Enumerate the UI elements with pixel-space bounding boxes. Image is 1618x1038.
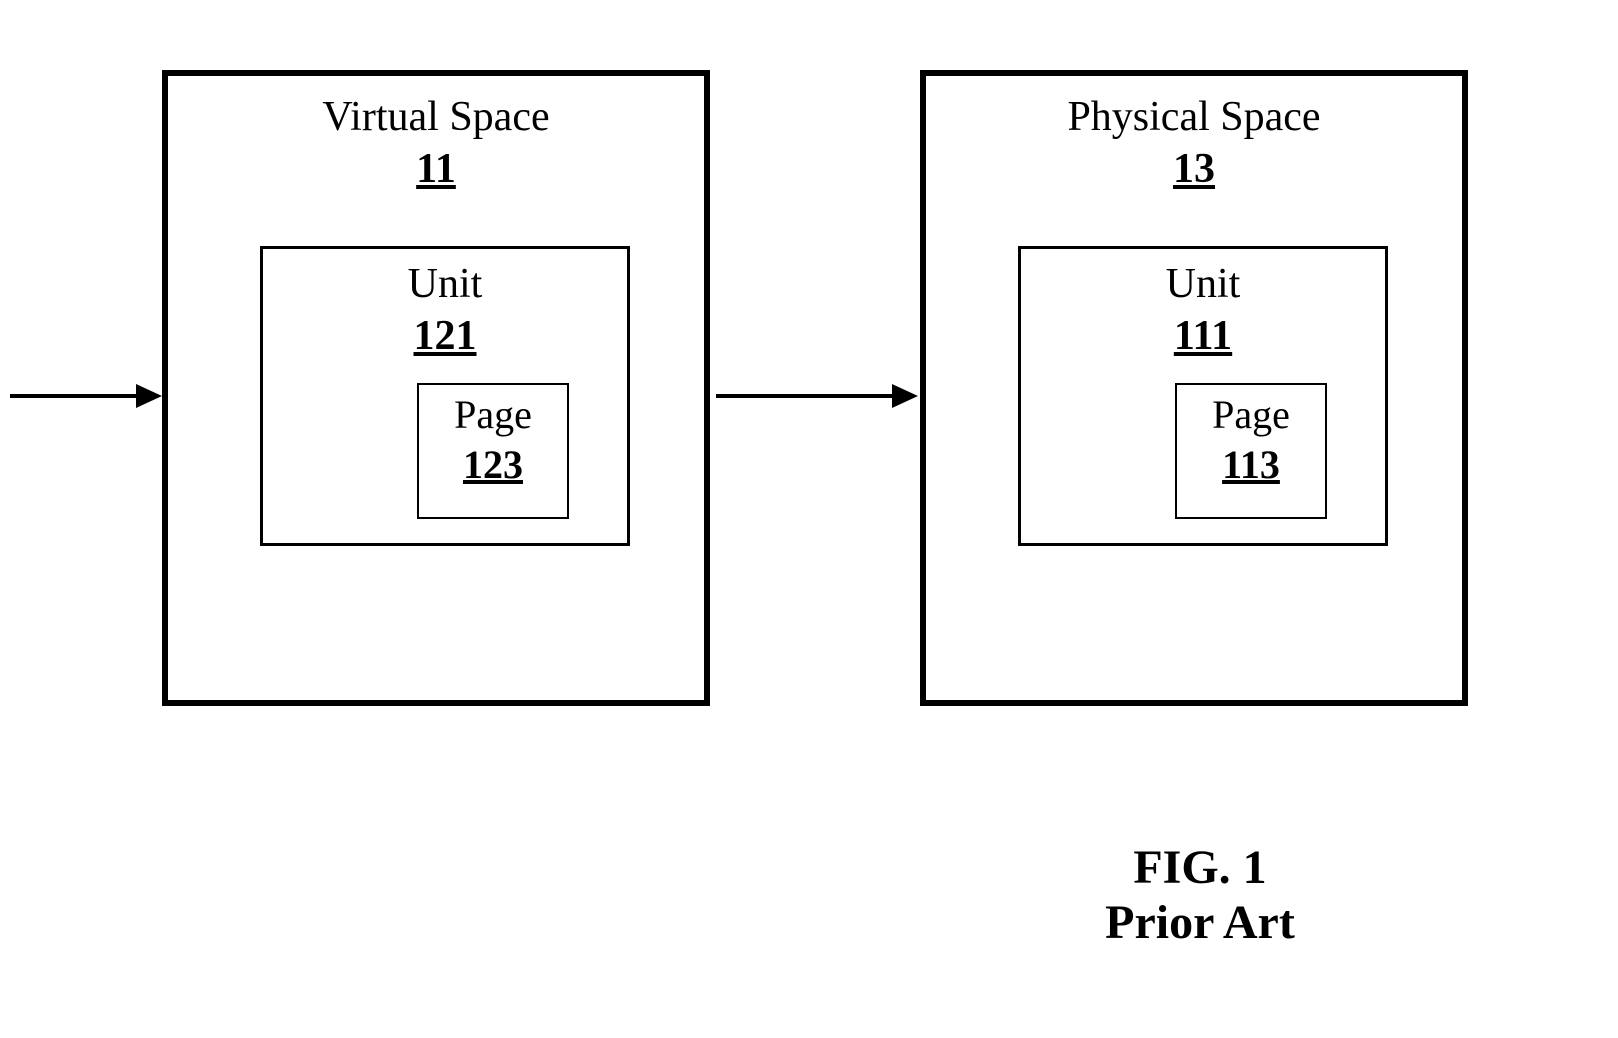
figure-caption: FIG. 1 Prior Art xyxy=(1020,840,1380,950)
virtual-space-ref: 11 xyxy=(168,142,704,197)
virtual-page-ref: 123 xyxy=(419,439,567,491)
physical-space-title: Physical Space xyxy=(926,92,1462,142)
arrow-between-icon xyxy=(716,378,918,414)
diagram-container: Virtual Space 11 Unit 121 Page 123 Physi… xyxy=(0,0,1618,1038)
figure-number: FIG. 1 xyxy=(1020,840,1380,895)
virtual-space-box: Virtual Space 11 Unit 121 Page 123 xyxy=(162,70,710,706)
physical-space-ref: 13 xyxy=(926,142,1462,197)
physical-page-box: Page 113 xyxy=(1175,383,1327,519)
virtual-unit-ref: 121 xyxy=(263,309,627,364)
physical-space-box: Physical Space 13 Unit 111 Page 113 xyxy=(920,70,1468,706)
physical-unit-title: Unit xyxy=(1021,259,1385,309)
virtual-unit-box: Unit 121 Page 123 xyxy=(260,246,630,546)
figure-subtitle: Prior Art xyxy=(1020,895,1380,950)
physical-page-ref: 113 xyxy=(1177,439,1325,491)
physical-unit-ref: 111 xyxy=(1021,309,1385,364)
virtual-page-box: Page 123 xyxy=(417,383,569,519)
arrow-in-icon xyxy=(10,378,162,414)
virtual-page-title: Page xyxy=(419,391,567,439)
virtual-unit-title: Unit xyxy=(263,259,627,309)
physical-page-title: Page xyxy=(1177,391,1325,439)
virtual-space-title: Virtual Space xyxy=(168,92,704,142)
physical-unit-box: Unit 111 Page 113 xyxy=(1018,246,1388,546)
